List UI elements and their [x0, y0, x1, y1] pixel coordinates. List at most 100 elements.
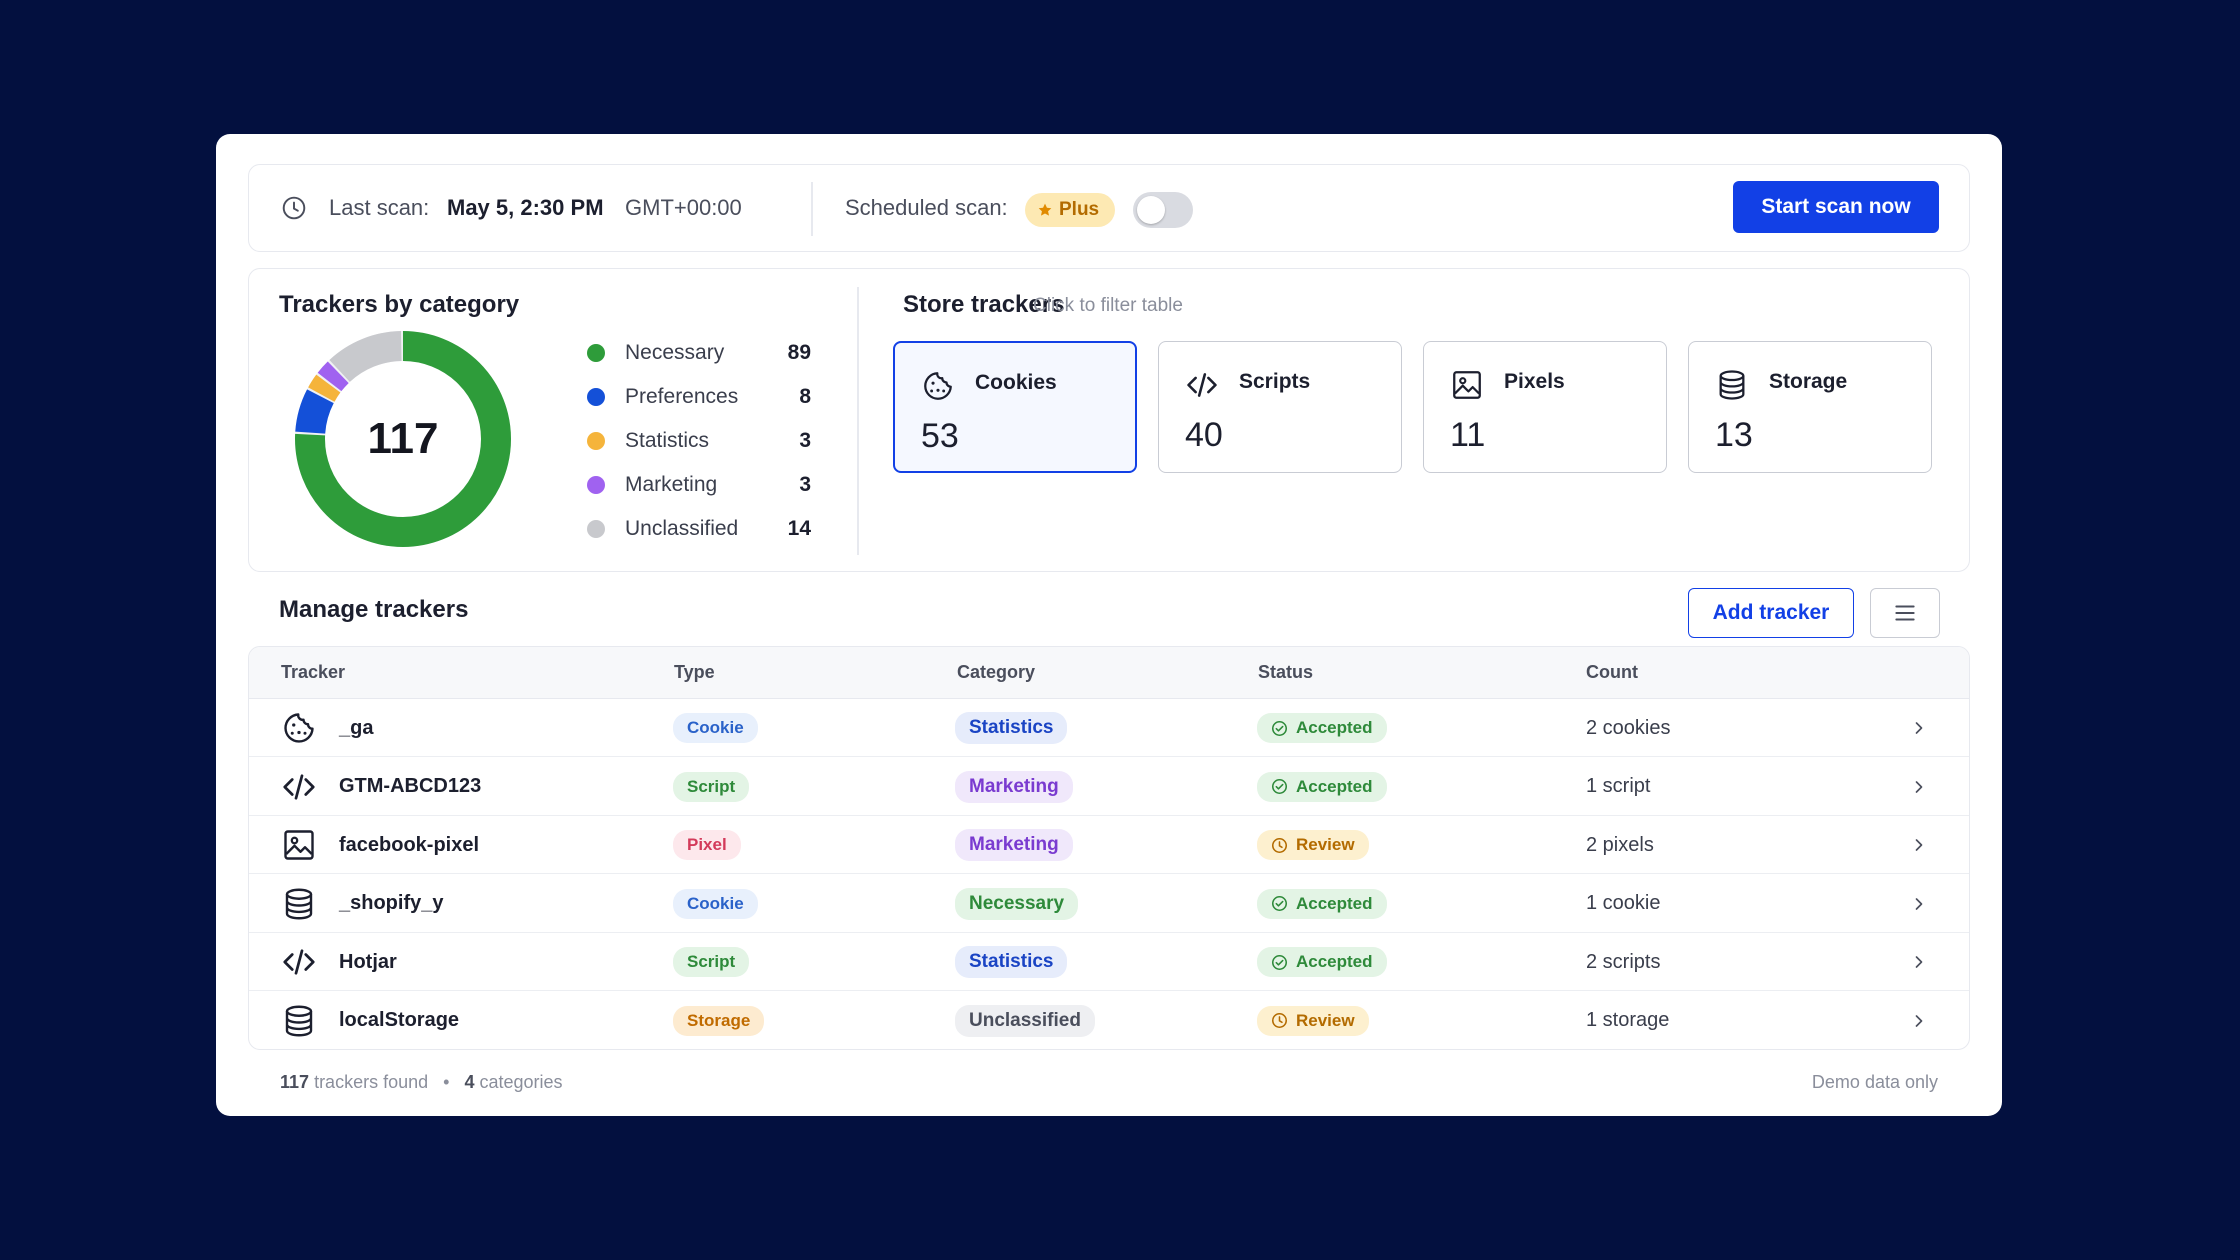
check-circle-icon — [1271, 954, 1288, 970]
tile-label: Pixels — [1504, 370, 1565, 393]
legend-name: Marketing — [625, 473, 718, 496]
table-row[interactable]: Hotjar Script Statistics Accepted 2 scripts — [249, 933, 1969, 991]
clock-icon — [1271, 1012, 1288, 1029]
status-pill: Accepted — [1257, 771, 1387, 802]
type-pill: Storage — [673, 1005, 765, 1036]
tracker-count: 1 storage — [1586, 1009, 1670, 1031]
chevron-right-icon[interactable] — [1909, 718, 1929, 738]
column-header-status: Status — [1258, 662, 1314, 682]
legend-name: Preferences — [625, 385, 739, 408]
check-circle-icon — [1271, 778, 1288, 795]
chevron-right-icon[interactable] — [1909, 835, 1929, 855]
tile-pixels[interactable]: Pixels 11 — [1423, 341, 1667, 473]
categories-count: 4 — [464, 1072, 475, 1092]
legend-count: 8 — [799, 385, 811, 408]
column-header-type: Type — [674, 662, 715, 682]
table-row[interactable]: localStorage Storage Unclassified Review 1 s… — [249, 992, 1969, 1050]
legend-dot — [587, 432, 605, 450]
legend-count: 14 — [787, 517, 811, 540]
category-pill: Necessary — [955, 887, 1079, 920]
stats-panel: Trackers by category 117 Necessary 89 Pre… — [248, 268, 1970, 572]
category-pill: Marketing — [955, 770, 1073, 803]
legend-dot — [587, 344, 605, 362]
check-circle-icon — [1271, 895, 1288, 912]
image-icon — [1450, 368, 1484, 402]
tile-value: 13 — [1715, 416, 1753, 454]
donut-slice-necessary — [295, 331, 511, 547]
chevron-right-icon[interactable] — [1909, 894, 1929, 914]
trackers-table: Tracker Type Category Status Count _ga Co… — [248, 646, 1970, 1050]
column-header-count: Count — [1586, 662, 1638, 682]
cookie-icon — [281, 710, 317, 746]
legend-item-preferences: Preferences 8 — [587, 375, 811, 419]
code-icon — [1185, 368, 1219, 402]
categories-label: categories — [479, 1072, 563, 1092]
list-filter-icon — [1895, 605, 1915, 621]
scheduled-scan-toggle[interactable] — [1133, 192, 1193, 228]
clock-icon — [1271, 837, 1288, 853]
scheduled-scan-label: Scheduled scan: — [845, 195, 1008, 220]
table-row[interactable]: facebook-pixel Pixel Marketing Review 2 pixe… — [249, 816, 1969, 874]
status-label: Accepted — [1296, 893, 1373, 913]
star-icon — [1038, 203, 1052, 216]
list-filter-button[interactable] — [1870, 588, 1940, 638]
database-icon — [281, 886, 317, 922]
table-row[interactable]: _ga Cookie Statistics Accepted 2 cookies — [249, 699, 1969, 757]
divider — [857, 287, 859, 555]
tracker-count: 2 pixels — [1586, 833, 1654, 856]
tile-label: Cookies — [975, 371, 1057, 394]
column-header-tracker: Tracker — [281, 662, 346, 682]
table-footer-summary: 117 trackers found • 4 categories — [280, 1072, 563, 1093]
tile-value: 11 — [1450, 416, 1486, 454]
tile-storage[interactable]: Storage 13 — [1688, 341, 1932, 473]
status-pill: Accepted — [1257, 713, 1387, 743]
legend-name: Necessary — [625, 341, 725, 364]
plus-badge: Plus — [1025, 193, 1116, 227]
category-chart-title: Trackers by category — [279, 291, 520, 318]
table-row[interactable]: _shopify_y Cookie Necessary Accepted 1 cooki… — [249, 875, 1969, 933]
status-label: Accepted — [1296, 718, 1373, 737]
legend-item-marketing: Marketing 3 — [587, 463, 811, 507]
status-pill: Review — [1257, 830, 1369, 860]
chevron-right-icon[interactable] — [1909, 952, 1929, 972]
tile-cookies[interactable]: Cookies 53 — [893, 341, 1137, 473]
type-pill: Cookie — [673, 713, 758, 743]
legend-item-necessary: Necessary 89 — [587, 331, 811, 375]
legend-name: Unclassified — [625, 517, 739, 540]
footer-separator: • — [443, 1072, 450, 1092]
tracker-name: localStorage — [339, 1009, 460, 1031]
tracker-name: _ga — [339, 716, 374, 739]
chevron-right-icon[interactable] — [1909, 1011, 1929, 1031]
code-icon — [281, 944, 317, 980]
tracker-dashboard-card: Last scan: May 5, 2:30 PM GMT+00:00 Sche… — [216, 134, 2002, 1116]
database-icon — [1715, 368, 1749, 402]
clock-icon — [282, 196, 306, 220]
last-scan-timezone: GMT+00:00 — [625, 195, 742, 220]
cookie-icon — [921, 369, 955, 403]
category-pill: Statistics — [955, 946, 1068, 978]
status-label: Accepted — [1296, 952, 1373, 971]
category-legend: Necessary 89 Preferences 8 Statistics 3 Mar… — [587, 331, 811, 551]
image-icon — [281, 827, 317, 863]
legend-count: 89 — [787, 341, 811, 364]
database-icon — [281, 1003, 317, 1039]
tracker-name: facebook-pixel — [339, 833, 480, 856]
tracker-name: GTM-ABCD123 — [339, 775, 482, 797]
category-pill: Statistics — [955, 712, 1068, 744]
manage-trackers-title: Manage trackers — [279, 596, 469, 623]
status-pill: Accepted — [1257, 947, 1387, 977]
tile-label: Storage — [1769, 370, 1848, 393]
store-trackers-hint: Click to filter table — [1033, 295, 1183, 316]
last-scan-label: Last scan: — [329, 195, 430, 220]
start-scan-button[interactable]: Start scan now — [1733, 181, 1939, 233]
trackers-found-count: 117 — [280, 1072, 310, 1092]
add-tracker-button[interactable]: Add tracker — [1688, 588, 1854, 638]
tracker-count: 2 scripts — [1586, 950, 1661, 973]
table-row[interactable]: GTM-ABCD123 Script Marketing Accepted 1 scri… — [249, 758, 1969, 816]
legend-dot — [587, 520, 605, 538]
type-pill: Script — [673, 947, 750, 977]
chevron-right-icon[interactable] — [1909, 777, 1929, 797]
tracker-count: 1 cookie — [1586, 892, 1661, 914]
scan-bar: Last scan: May 5, 2:30 PM GMT+00:00 Sche… — [248, 164, 1970, 252]
tile-scripts[interactable]: Scripts 40 — [1158, 341, 1402, 473]
